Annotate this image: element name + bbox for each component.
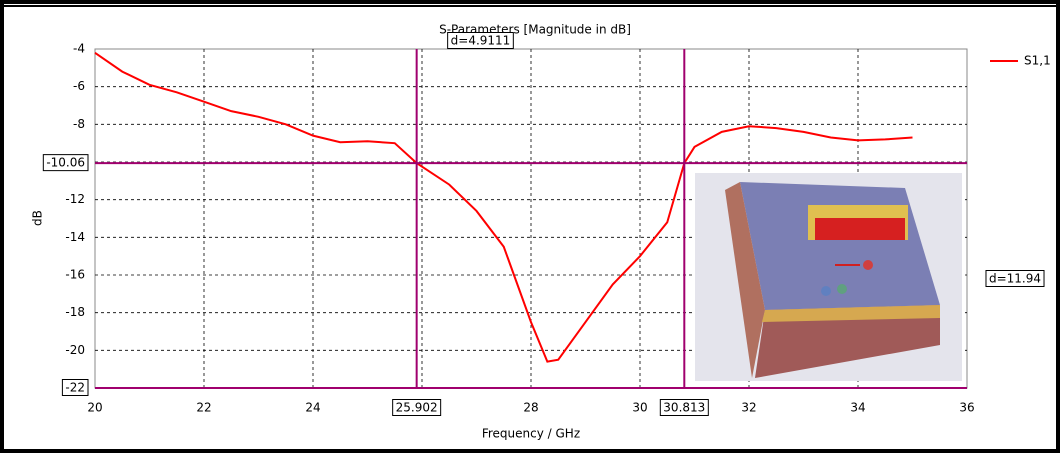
x-tick-label: 32 bbox=[741, 401, 756, 415]
x-delta-label: d=4.9111 bbox=[451, 34, 511, 48]
chart: S-Parameters [Magnitude in dB] Frequency… bbox=[0, 0, 1060, 453]
x-tick-label: 34 bbox=[850, 401, 865, 415]
y-tick-label: -16 bbox=[65, 268, 85, 282]
y-marker-label: -10.06 bbox=[46, 156, 85, 170]
inset-model bbox=[695, 173, 962, 381]
y-tick-label: -4 bbox=[73, 42, 85, 56]
x-tick-label: 30 bbox=[632, 401, 647, 415]
x-marker-label: 25.902 bbox=[396, 401, 438, 415]
y-axis-label: dB bbox=[31, 210, 45, 226]
y-delta-label: d=11.94 bbox=[989, 272, 1041, 286]
y-tick-label: -12 bbox=[65, 192, 85, 206]
y-tick-label: -18 bbox=[65, 305, 85, 319]
x-tick-label: 20 bbox=[87, 401, 102, 415]
y-tick-label: -6 bbox=[73, 79, 85, 93]
x-tick-label: 28 bbox=[523, 401, 538, 415]
x-axis-label: Frequency / GHz bbox=[482, 427, 580, 441]
x-marker-label: 30.813 bbox=[663, 401, 705, 415]
legend-label: S1,1 bbox=[1024, 54, 1051, 68]
y-tick-label: -8 bbox=[73, 117, 85, 131]
y-tick-label: -14 bbox=[65, 230, 85, 244]
x-tick-label: 36 bbox=[959, 401, 974, 415]
y-marker-label: -22 bbox=[65, 381, 85, 395]
x-tick-label: 22 bbox=[196, 401, 211, 415]
x-tick-label: 24 bbox=[305, 401, 320, 415]
y-tick-label: -20 bbox=[65, 343, 85, 357]
